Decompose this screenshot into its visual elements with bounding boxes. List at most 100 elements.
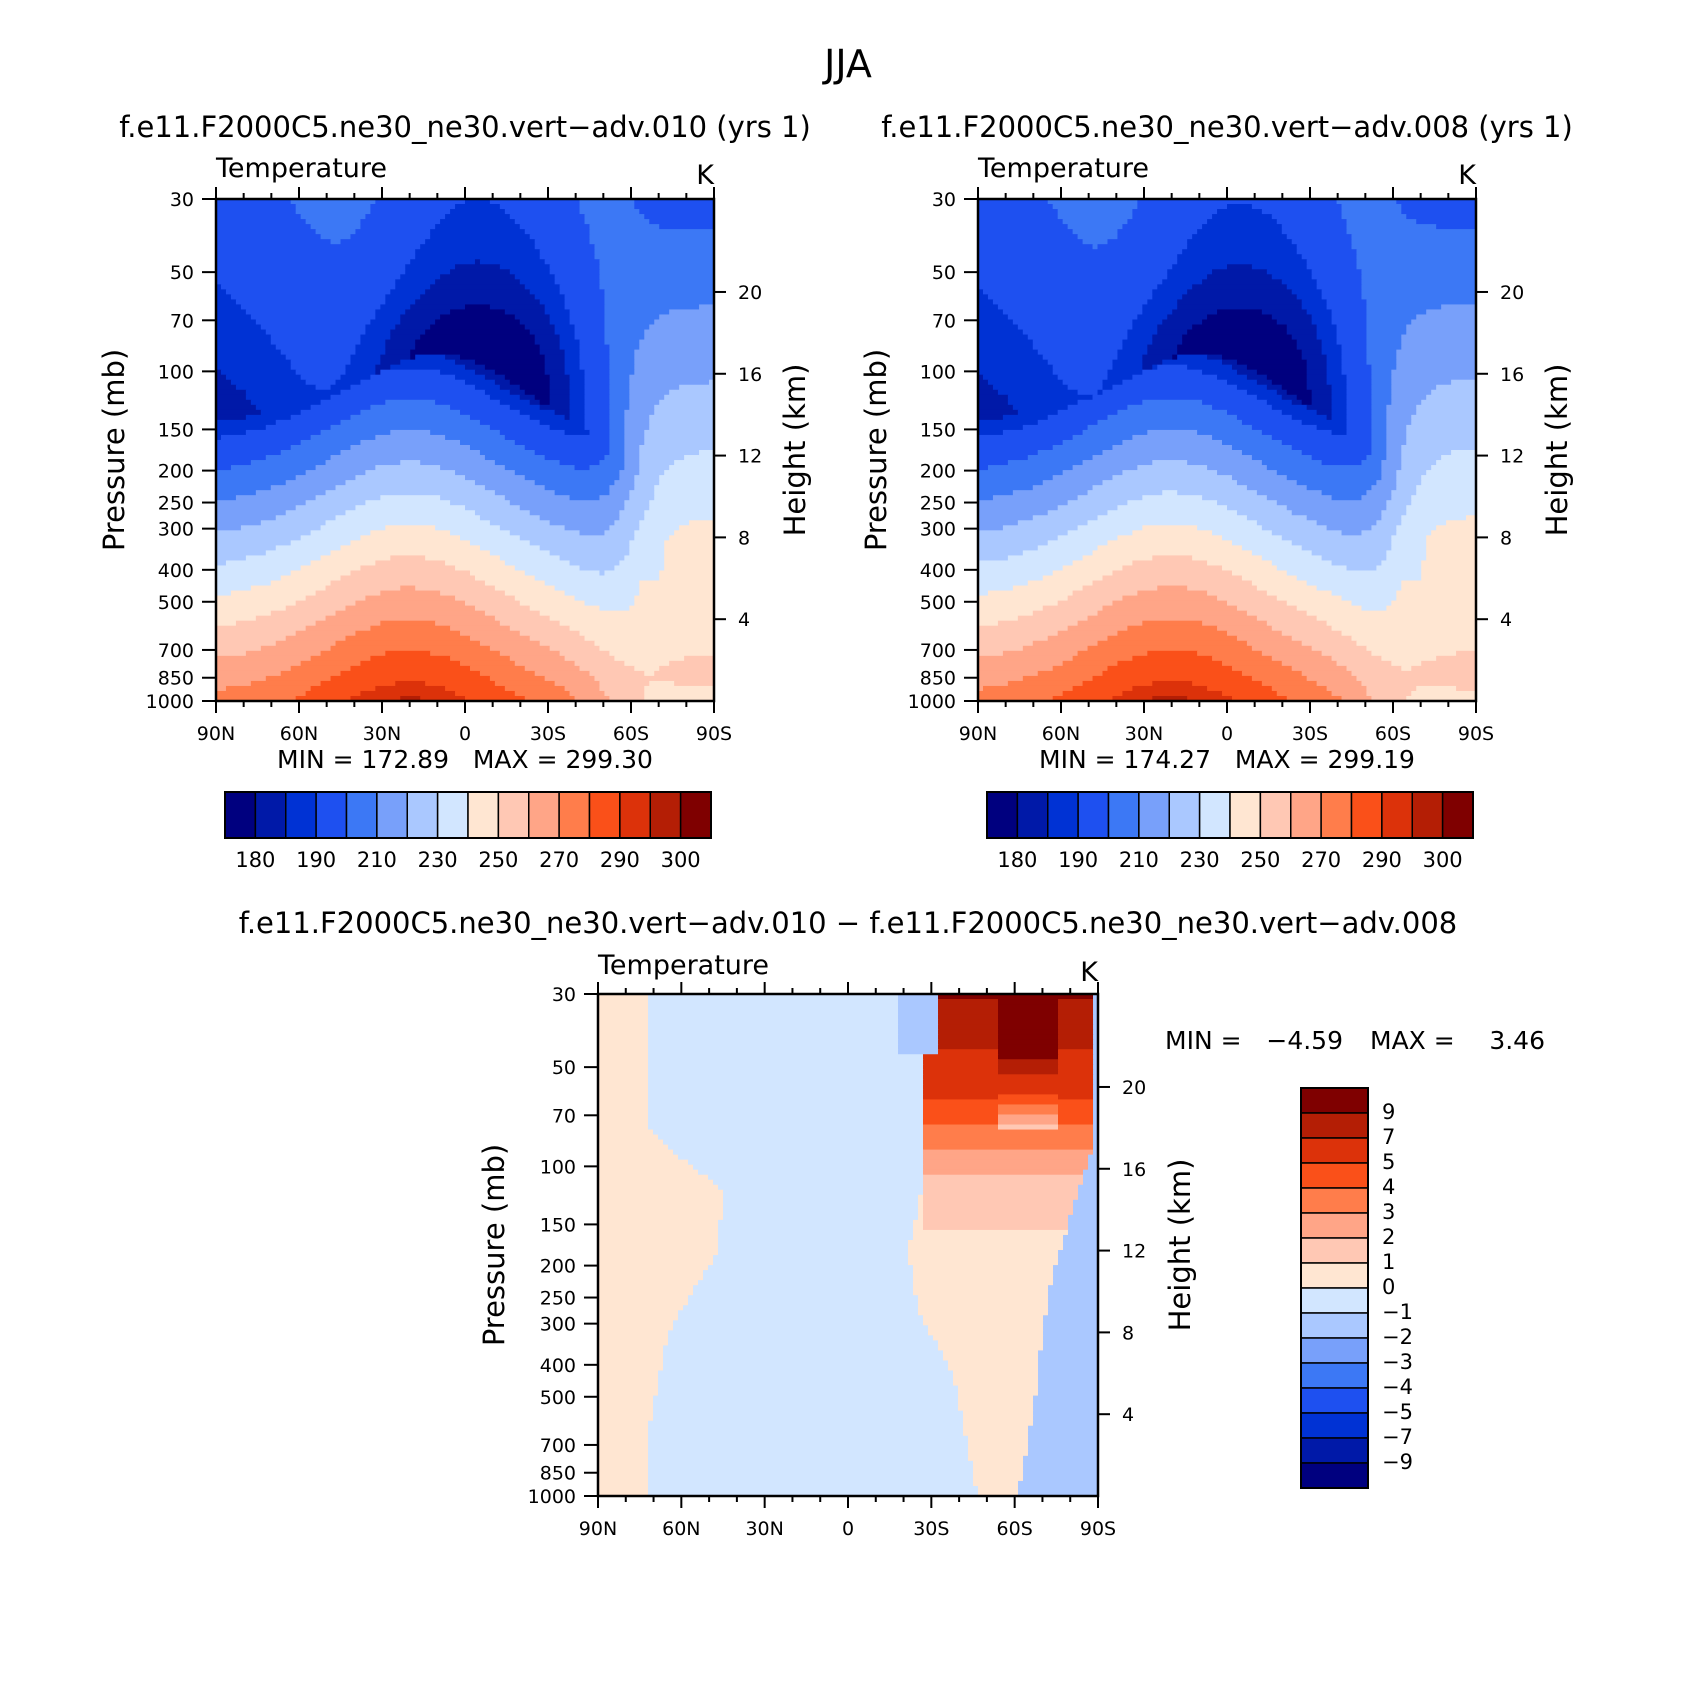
contour-cell	[275, 640, 337, 647]
contour-cell	[524, 570, 601, 577]
contour-cell	[1023, 1475, 1098, 1482]
contour-cell	[1212, 530, 1273, 536]
contour-cell	[549, 319, 571, 326]
contour-cell	[938, 1014, 999, 1020]
contour-cell	[648, 1485, 979, 1492]
contour-cell	[1241, 450, 1303, 456]
contour-cell	[629, 540, 665, 546]
contour-cell	[479, 259, 546, 265]
contour-cell	[1401, 580, 1476, 587]
contour-cell	[708, 1174, 924, 1181]
contour-cell	[1391, 600, 1476, 607]
contour-cell	[584, 409, 611, 416]
x-tick-label: 30S	[1292, 723, 1328, 745]
contour-cell	[913, 1290, 1049, 1296]
contour-cell	[435, 525, 501, 531]
contour-cell	[245, 650, 322, 657]
contour-cell	[1341, 369, 1373, 376]
contour-cell	[1326, 364, 1343, 371]
contour-cell	[245, 389, 342, 396]
contour-cell	[978, 640, 1034, 647]
contour-cell	[275, 545, 342, 551]
contour-cell	[598, 1069, 649, 1075]
contour-cell	[1082, 555, 1153, 562]
contour-cell	[1251, 204, 1343, 210]
contour-cell	[524, 324, 556, 331]
contour-cell	[1157, 324, 1193, 331]
colorbar-swatch	[1300, 1362, 1369, 1389]
contour-cell	[1217, 374, 1248, 381]
contour-cell	[1306, 515, 1382, 521]
contour-cell	[648, 1034, 899, 1040]
contour-cell	[1391, 379, 1452, 386]
contour-cell	[559, 620, 714, 627]
contour-cell	[958, 1400, 1034, 1407]
contour-cell	[938, 999, 999, 1005]
contour-cell	[1018, 1480, 1098, 1487]
contour-cell	[549, 384, 571, 391]
contour-cell	[913, 1270, 1054, 1276]
y-tick-label: 500	[920, 592, 956, 614]
contour-cell	[216, 525, 242, 531]
contour-cell	[1142, 369, 1203, 376]
contour-cell	[216, 419, 277, 426]
contour-cell	[723, 1199, 919, 1206]
contour-cell	[923, 1084, 1094, 1090]
contour-cell	[1207, 560, 1273, 567]
contour-cell	[499, 620, 561, 627]
contour-cell	[594, 640, 714, 647]
contour-cell	[340, 419, 481, 426]
contour-cell	[509, 500, 625, 506]
contour-cell	[1261, 429, 1333, 436]
contour-cell	[987, 590, 1074, 597]
contour-cell	[1062, 439, 1124, 446]
contour-cell	[648, 1455, 969, 1462]
contour-cell	[1396, 590, 1476, 597]
contour-cell	[1346, 414, 1373, 421]
contour-cell	[1346, 224, 1437, 230]
contour-cell	[1256, 490, 1323, 496]
contour-cell	[265, 329, 366, 336]
contour-cell	[305, 625, 371, 632]
contour-cell	[216, 495, 237, 501]
contour-cell	[216, 254, 416, 260]
contour-cell	[405, 264, 456, 270]
contour-cell	[634, 359, 714, 366]
contour-cell	[1037, 450, 1104, 456]
contour-cell	[1256, 585, 1318, 592]
contour-cell	[599, 495, 630, 501]
contour-cell	[1112, 600, 1228, 607]
contour-cell	[216, 675, 267, 682]
contour-cell	[674, 680, 714, 687]
contour-cell	[1087, 645, 1253, 652]
contour-cell	[1058, 1104, 1094, 1111]
contour-cell	[1047, 199, 1138, 205]
contour-cell	[1266, 495, 1333, 501]
contour-cell	[598, 1114, 649, 1121]
contour-cell	[1017, 520, 1089, 526]
contour-cell	[484, 455, 546, 461]
contour-cell	[923, 1144, 1094, 1151]
contour-cell	[280, 670, 342, 677]
contour-cell	[579, 565, 615, 572]
contour-cell	[659, 570, 714, 577]
contour-cell	[1366, 324, 1407, 331]
contour-cell	[1311, 399, 1333, 406]
contour-cell	[908, 1239, 1064, 1246]
contour-cell	[598, 1260, 714, 1266]
contour-cell	[1336, 339, 1368, 346]
contour-cell	[609, 444, 625, 451]
contour-cell	[1182, 334, 1293, 341]
contour-cell	[609, 434, 625, 441]
contour-cell	[315, 620, 381, 627]
contour-cell	[598, 1134, 659, 1141]
contour-cell	[1093, 1094, 1098, 1101]
contour-cell	[923, 1315, 1044, 1321]
contour-cell	[1142, 495, 1203, 501]
contour-cell	[598, 1214, 724, 1221]
contour-cell	[1093, 1029, 1098, 1035]
contour-cell	[1361, 605, 1387, 612]
contour-cell	[1112, 475, 1233, 481]
contour-cell	[365, 500, 451, 506]
contour-cell	[898, 1034, 939, 1040]
